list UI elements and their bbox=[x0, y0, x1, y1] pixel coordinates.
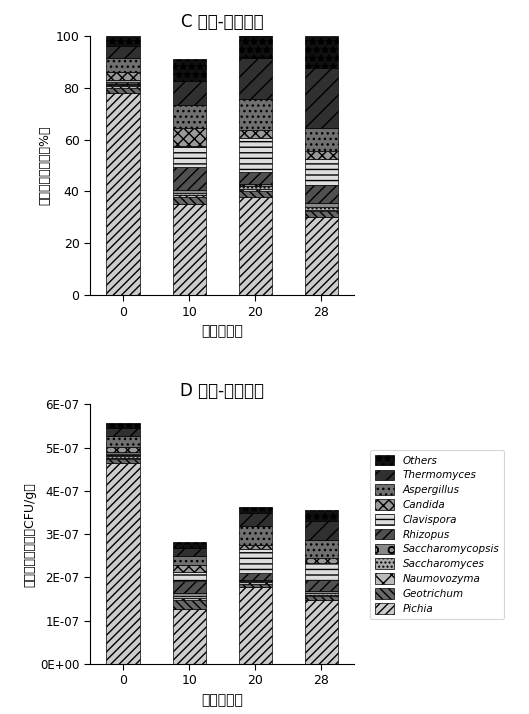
Bar bbox=[172, 59, 206, 81]
Bar bbox=[305, 558, 338, 563]
Bar bbox=[239, 549, 272, 573]
Bar bbox=[305, 510, 338, 521]
Bar bbox=[106, 86, 140, 88]
Bar bbox=[106, 436, 140, 447]
Bar bbox=[305, 159, 338, 185]
Bar bbox=[305, 185, 338, 203]
Bar bbox=[305, 600, 338, 664]
Bar bbox=[305, 151, 338, 159]
Bar bbox=[172, 595, 206, 598]
Bar bbox=[305, 521, 338, 540]
Bar bbox=[172, 573, 206, 581]
Bar bbox=[172, 542, 206, 548]
Bar bbox=[106, 84, 140, 85]
X-axis label: 时间（天）: 时间（天） bbox=[201, 693, 243, 707]
Bar bbox=[172, 565, 206, 573]
Bar bbox=[106, 463, 140, 664]
Bar bbox=[106, 36, 140, 46]
Bar bbox=[239, 131, 272, 139]
Bar bbox=[172, 81, 206, 104]
Bar bbox=[305, 36, 338, 68]
Bar bbox=[239, 587, 272, 664]
Bar bbox=[239, 186, 272, 189]
Bar bbox=[172, 581, 206, 593]
Bar bbox=[172, 600, 206, 608]
Bar bbox=[106, 428, 140, 436]
Bar bbox=[239, 581, 272, 582]
Bar bbox=[106, 455, 140, 456]
Bar bbox=[106, 93, 140, 296]
Bar bbox=[305, 203, 338, 207]
Bar bbox=[239, 33, 272, 58]
Bar bbox=[305, 580, 338, 591]
Bar bbox=[239, 506, 272, 513]
Bar bbox=[106, 80, 140, 82]
Bar bbox=[239, 582, 272, 583]
Bar bbox=[172, 608, 206, 664]
Bar bbox=[172, 593, 206, 595]
Bar bbox=[172, 128, 206, 146]
Bar bbox=[106, 88, 140, 93]
Bar bbox=[172, 555, 206, 565]
Bar bbox=[239, 583, 272, 587]
Bar bbox=[239, 172, 272, 183]
Bar bbox=[305, 540, 338, 558]
Bar bbox=[239, 189, 272, 191]
Bar bbox=[305, 211, 338, 218]
Bar bbox=[172, 190, 206, 193]
Bar bbox=[106, 447, 140, 453]
X-axis label: 时间（天）: 时间（天） bbox=[201, 324, 243, 338]
Title: D 真菌-绝对含量: D 真菌-绝对含量 bbox=[180, 382, 264, 400]
Bar bbox=[172, 548, 206, 555]
Bar bbox=[172, 146, 206, 167]
Bar bbox=[305, 68, 338, 128]
Bar bbox=[172, 598, 206, 600]
Bar bbox=[106, 423, 140, 428]
Bar bbox=[239, 191, 272, 196]
Bar bbox=[172, 196, 206, 204]
Bar bbox=[106, 46, 140, 58]
Bar bbox=[305, 591, 338, 593]
Bar bbox=[239, 526, 272, 545]
Y-axis label: 微生物绝对含量（CFU/g）: 微生物绝对含量（CFU/g） bbox=[23, 482, 36, 587]
Bar bbox=[305, 128, 338, 151]
Bar bbox=[239, 580, 272, 581]
Bar bbox=[106, 58, 140, 72]
Bar bbox=[172, 193, 206, 196]
Bar bbox=[305, 207, 338, 210]
Bar bbox=[106, 458, 140, 459]
Bar bbox=[239, 196, 272, 296]
Legend: Others, Thermomyces, Aspergillus, Candida, Clavispora, Rhizopus, Saccharomycopsi: Others, Thermomyces, Aspergillus, Candid… bbox=[370, 450, 505, 619]
Bar bbox=[305, 210, 338, 211]
Bar bbox=[239, 545, 272, 549]
Bar bbox=[106, 459, 140, 463]
Bar bbox=[106, 85, 140, 86]
Bar bbox=[239, 99, 272, 131]
Bar bbox=[305, 593, 338, 595]
Bar bbox=[106, 82, 140, 84]
Bar bbox=[239, 573, 272, 580]
Bar bbox=[305, 563, 338, 580]
Bar bbox=[172, 104, 206, 128]
Bar bbox=[305, 595, 338, 600]
Bar bbox=[106, 453, 140, 455]
Bar bbox=[172, 167, 206, 190]
Bar bbox=[305, 218, 338, 296]
Bar bbox=[106, 72, 140, 80]
Bar bbox=[239, 58, 272, 99]
Bar bbox=[239, 513, 272, 526]
Title: C 真菌-相对含量: C 真菌-相对含量 bbox=[181, 14, 263, 31]
Bar bbox=[239, 183, 272, 186]
Bar bbox=[172, 204, 206, 296]
Bar bbox=[106, 456, 140, 458]
Y-axis label: 微生物相对含量（%）: 微生物相对含量（%） bbox=[39, 126, 51, 205]
Bar bbox=[239, 139, 272, 172]
